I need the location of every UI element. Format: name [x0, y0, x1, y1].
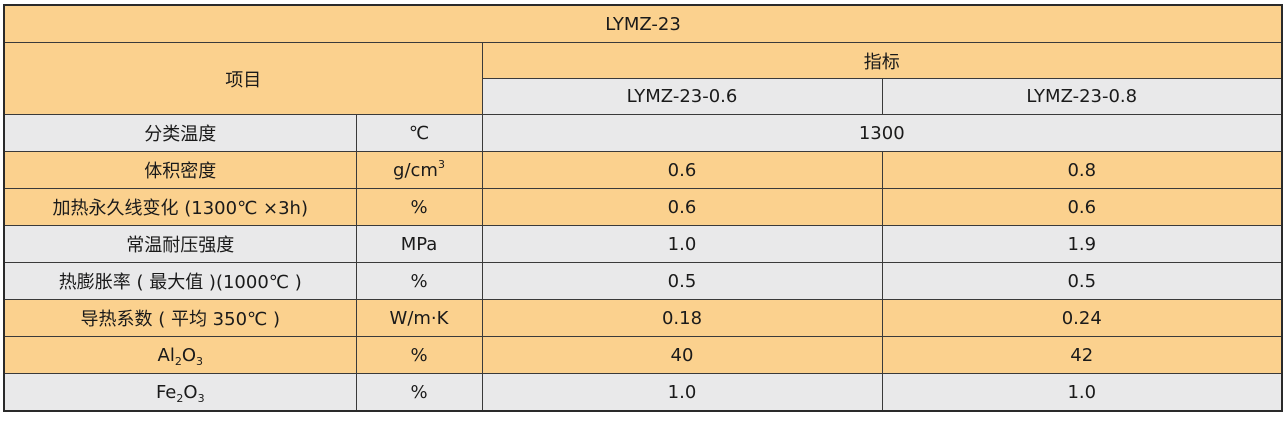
row-unit: MPa [355, 225, 483, 263]
row-unit: W/m·K [355, 299, 483, 337]
formula-part: O [181, 344, 196, 366]
formula-part: Fe [155, 381, 177, 403]
row-value-1: 1.0 [481, 225, 883, 263]
table-row: Al2O3 % 40 42 [3, 336, 1283, 374]
row-unit: % [355, 262, 483, 300]
row-unit: % [355, 336, 483, 374]
table-row: 热膨胀率 ( 最大值 )(1000℃ ) % 0.5 0.5 [3, 262, 1283, 300]
header-model-1: LYMZ-23-0.6 [481, 78, 883, 115]
row-value-1: 0.18 [481, 299, 883, 337]
row-value-2: 0.6 [881, 188, 1283, 226]
row-value-1: 1.0 [481, 373, 883, 412]
spec-table-wrapper: LYMZ-23 项目 指标 LYMZ-23-0.6 LYMZ-23-0.8 分类… [3, 4, 1284, 412]
row-value-1: 40 [481, 336, 883, 374]
row-name: 导热系数 ( 平均 350℃ ) [3, 299, 357, 337]
row-value-1: 0.6 [481, 151, 883, 189]
row-name: 分类温度 [3, 114, 357, 152]
row-name: 热膨胀率 ( 最大值 )(1000℃ ) [3, 262, 357, 300]
row-value-2: 42 [881, 336, 1283, 374]
formula-subscript: 2 [176, 391, 184, 405]
header-model-2: LYMZ-23-0.8 [881, 78, 1283, 115]
unit-superscript: 3 [437, 157, 445, 171]
formula-subscript: 2 [174, 354, 182, 368]
row-value-1: 0.6 [481, 188, 883, 226]
row-value-2: 1.9 [881, 225, 1283, 263]
table-row: 加热永久线变化 (1300℃ ×3h) % 0.6 0.6 [3, 188, 1283, 226]
row-value-2: 0.8 [881, 151, 1283, 189]
formula-part: O [183, 381, 198, 403]
header-spec: 指标 [481, 42, 1283, 79]
row-unit: % [355, 188, 483, 226]
table-row: 体积密度 g/cm3 0.6 0.8 [3, 151, 1283, 189]
row-name: Al2O3 [3, 336, 357, 374]
row-name: 体积密度 [3, 151, 357, 189]
row-unit: ℃ [355, 114, 483, 152]
unit-base: g/cm [393, 159, 438, 181]
formula-part: Al [157, 344, 175, 366]
header-item: 项目 [3, 42, 483, 115]
row-unit: g/cm3 [355, 151, 483, 189]
table-row: 常温耐压强度 MPa 1.0 1.9 [3, 225, 1283, 263]
table-row: 导热系数 ( 平均 350℃ ) W/m·K 0.18 0.24 [3, 299, 1283, 337]
spec-table: LYMZ-23 项目 指标 LYMZ-23-0.6 LYMZ-23-0.8 分类… [3, 4, 1284, 412]
table-title: LYMZ-23 [3, 4, 1283, 43]
row-name: Fe2O3 [3, 373, 357, 412]
formula-subscript: 3 [196, 354, 203, 368]
row-unit: % [355, 373, 483, 412]
table-row: Fe2O3 % 1.0 1.0 [3, 373, 1283, 412]
row-value-2: 0.24 [881, 299, 1283, 337]
row-value-1: 0.5 [481, 262, 883, 300]
formula-subscript: 3 [197, 391, 205, 405]
row-merged-value: 1300 [481, 114, 1283, 152]
table-row: 分类温度 ℃ 1300 [3, 114, 1283, 152]
row-name: 常温耐压强度 [3, 225, 357, 263]
row-value-2: 1.0 [881, 373, 1283, 412]
row-value-2: 0.5 [881, 262, 1283, 300]
row-name: 加热永久线变化 (1300℃ ×3h) [3, 188, 357, 226]
